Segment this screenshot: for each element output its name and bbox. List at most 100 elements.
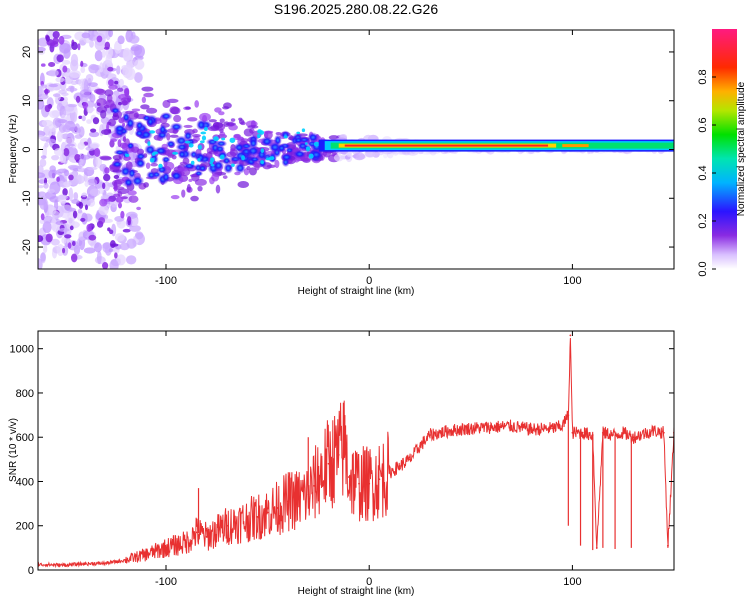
heatmap-cell xyxy=(39,158,47,168)
heatmap-cell xyxy=(75,95,81,103)
heatmap-cell xyxy=(94,242,102,253)
heatmap-cell xyxy=(109,229,114,235)
heatmap-cell xyxy=(194,100,200,108)
heatmap-cell xyxy=(134,158,147,169)
snr-point xyxy=(195,531,198,534)
heatmap-cell xyxy=(195,152,206,164)
heatmap-cell xyxy=(393,151,399,156)
heatmap-cell xyxy=(71,240,76,247)
heatmap-cell xyxy=(68,174,74,181)
heatmap-cell xyxy=(79,89,91,98)
heatmap-cell xyxy=(353,152,366,161)
heatmap-cell xyxy=(102,262,109,269)
heatmap-cell xyxy=(52,37,59,45)
heatmap-cell xyxy=(80,217,86,222)
heatmap-cell xyxy=(94,50,103,62)
snr-frame xyxy=(37,330,675,571)
heatmap-cell xyxy=(192,133,201,138)
heatmap-cell xyxy=(79,154,91,160)
heatmap-cell xyxy=(131,108,141,112)
spectrogram-y-label: Frequency (Hz) xyxy=(8,115,19,184)
heatmap-cell xyxy=(96,98,107,107)
heatmap-cell xyxy=(123,87,130,95)
heatmap-cell xyxy=(333,154,344,162)
heatmap-cell xyxy=(125,255,137,265)
heatmap-cell xyxy=(90,128,97,133)
heatmap-cell xyxy=(305,146,311,152)
heatmap-cell xyxy=(112,154,122,161)
heatmap-cell xyxy=(38,135,44,140)
snr-point xyxy=(266,511,269,514)
heatmap-cell xyxy=(108,30,114,38)
snr-point xyxy=(510,425,513,428)
spectrogram-plot-area xyxy=(38,30,674,269)
heatmap-cell xyxy=(275,131,282,136)
y-tick-label: -20 xyxy=(21,239,33,255)
snr-point xyxy=(226,524,228,527)
heatmap-cell xyxy=(397,151,407,155)
heatmap-cell xyxy=(246,145,260,157)
heatmap-cell xyxy=(102,242,110,249)
heatmap-cell xyxy=(108,118,117,127)
heatmap-cell xyxy=(146,107,158,114)
heatmap-cell xyxy=(61,59,71,65)
heatmap-cell xyxy=(48,61,56,68)
heatmap-cell xyxy=(120,97,131,104)
heatmap-cell xyxy=(117,191,123,198)
heatmap-cell xyxy=(67,103,78,108)
heatmap-cell xyxy=(74,153,81,162)
heatmap-cell xyxy=(117,87,124,92)
snr-y-label: SNR (10 * v/v) xyxy=(8,418,19,482)
snr-point xyxy=(165,546,167,549)
heatmap-cell xyxy=(47,188,55,194)
heatmap-cell xyxy=(134,72,143,83)
heatmap-cell xyxy=(211,173,220,182)
heatmap-cell xyxy=(88,63,99,74)
heatmap-cell xyxy=(74,175,86,184)
snr-point xyxy=(327,462,330,465)
spectrogram-x-label: Height of straight line (km) xyxy=(298,286,415,297)
snr-point xyxy=(622,431,625,434)
snr-point xyxy=(287,500,289,503)
heatmap-cell xyxy=(181,189,186,198)
heatmap-cell xyxy=(40,252,46,262)
heatmap-cell xyxy=(234,150,248,162)
heatmap-cell xyxy=(213,136,219,142)
heatmap-cell xyxy=(134,59,145,70)
figure-title: S196.2025.280.08.22.G26 xyxy=(274,1,438,17)
heatmap-cell xyxy=(65,87,78,92)
heatmap-cell xyxy=(55,77,65,83)
heatmap-cell xyxy=(135,152,147,161)
heatmap-cell xyxy=(43,215,54,224)
heatmap-cell xyxy=(77,165,82,169)
heatmap-cell xyxy=(48,110,60,119)
x-tick-label: 100 xyxy=(563,576,581,588)
heatmap-cell xyxy=(38,258,43,269)
heatmap-cell xyxy=(153,151,158,155)
heatmap-cell xyxy=(247,125,259,129)
snr-point xyxy=(276,507,279,509)
heatmap-cell xyxy=(56,130,63,143)
snr-point xyxy=(595,546,598,549)
heatmap-cell xyxy=(135,120,144,131)
heatmap-cell xyxy=(149,130,156,134)
heatmap-cell xyxy=(107,79,114,87)
heatmap-cell xyxy=(233,142,245,153)
heatmap-cell xyxy=(127,220,131,226)
heatmap-cell xyxy=(105,99,115,108)
heatmap-cell xyxy=(136,206,142,211)
heatmap-cell xyxy=(238,117,243,121)
snr-x-label: Height of straight line (km) xyxy=(298,586,415,597)
heatmap-cell xyxy=(187,117,198,122)
heatmap-cell xyxy=(130,175,145,187)
heatmap-cell xyxy=(48,30,55,40)
snr-point xyxy=(429,434,432,436)
heatmap-cell xyxy=(219,118,225,124)
y-tick-label: 10 xyxy=(21,95,33,107)
colorbar-tick-label: 0.2 xyxy=(697,213,709,228)
snr-point xyxy=(662,431,665,434)
heatmap-cell xyxy=(53,147,65,156)
heatmap-cell xyxy=(203,126,208,132)
heatmap-cell xyxy=(100,129,112,135)
heatmap-cell xyxy=(52,93,61,98)
